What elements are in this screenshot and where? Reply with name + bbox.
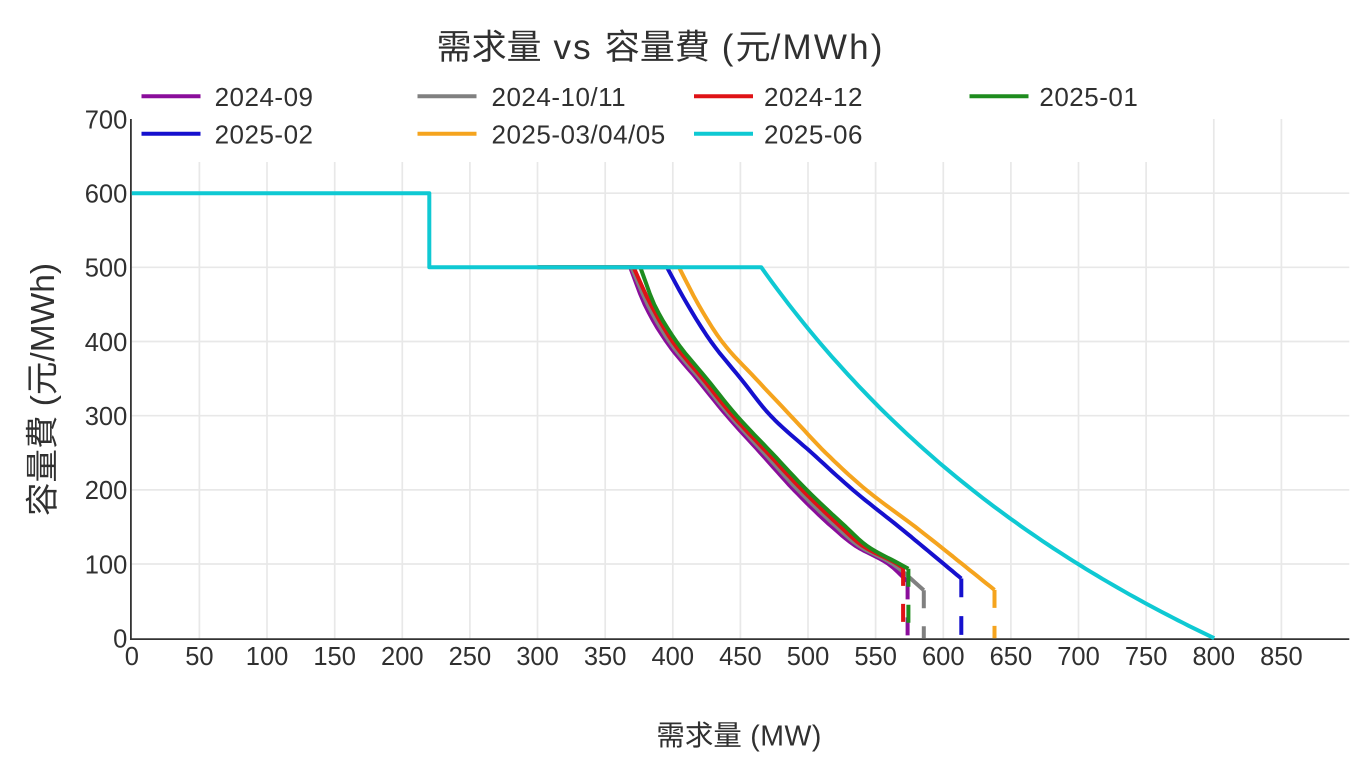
- svg-text:0: 0: [125, 643, 139, 671]
- svg-text:600: 600: [85, 180, 128, 208]
- svg-text:2025-06: 2025-06: [764, 120, 863, 150]
- svg-text:850: 850: [1260, 643, 1303, 671]
- svg-text:250: 250: [449, 643, 492, 671]
- svg-text:50: 50: [185, 643, 213, 671]
- svg-text:200: 200: [381, 643, 424, 671]
- svg-text:100: 100: [246, 643, 289, 671]
- svg-text:300: 300: [516, 643, 559, 671]
- svg-text:700: 700: [85, 106, 128, 134]
- svg-text:500: 500: [85, 255, 128, 283]
- svg-text:500: 500: [787, 643, 830, 671]
- svg-text:600: 600: [922, 643, 965, 671]
- svg-text:0: 0: [113, 626, 127, 654]
- svg-text:400: 400: [652, 643, 695, 671]
- svg-text:2025-02: 2025-02: [215, 120, 314, 150]
- svg-text:2024-12: 2024-12: [764, 82, 863, 112]
- svg-text:vs: vs: [542, 28, 605, 67]
- svg-text:450: 450: [719, 643, 762, 671]
- svg-text:2024-10/11: 2024-10/11: [492, 82, 627, 112]
- svg-text:150: 150: [313, 643, 356, 671]
- svg-text:(: (: [710, 28, 736, 67]
- svg-text:100: 100: [85, 551, 128, 579]
- svg-text:/MWh): /MWh): [25, 263, 62, 362]
- svg-text:800: 800: [1192, 643, 1235, 671]
- svg-text:550: 550: [854, 643, 897, 671]
- svg-text:200: 200: [85, 477, 128, 505]
- svg-text:(MW): (MW): [742, 720, 822, 752]
- svg-text:/MWh): /MWh): [771, 28, 885, 67]
- svg-text:300: 300: [85, 403, 128, 431]
- svg-text:2024-09: 2024-09: [215, 82, 314, 112]
- svg-text:(: (: [25, 395, 62, 415]
- svg-text:650: 650: [990, 643, 1033, 671]
- svg-text:2025-01: 2025-01: [1039, 82, 1138, 112]
- svg-text:2025-03/04/05: 2025-03/04/05: [492, 120, 666, 150]
- svg-text:700: 700: [1057, 643, 1100, 671]
- svg-text:350: 350: [584, 643, 627, 671]
- svg-text:400: 400: [85, 329, 128, 357]
- svg-text:750: 750: [1125, 643, 1168, 671]
